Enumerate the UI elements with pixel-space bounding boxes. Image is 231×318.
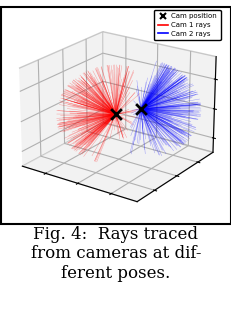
Text: Fig. 4:  Rays traced
from cameras at dif-
ferent poses.: Fig. 4: Rays traced from cameras at dif-… <box>31 226 200 282</box>
Legend: Cam position, Cam 1 rays, Cam 2 rays: Cam position, Cam 1 rays, Cam 2 rays <box>153 10 220 40</box>
